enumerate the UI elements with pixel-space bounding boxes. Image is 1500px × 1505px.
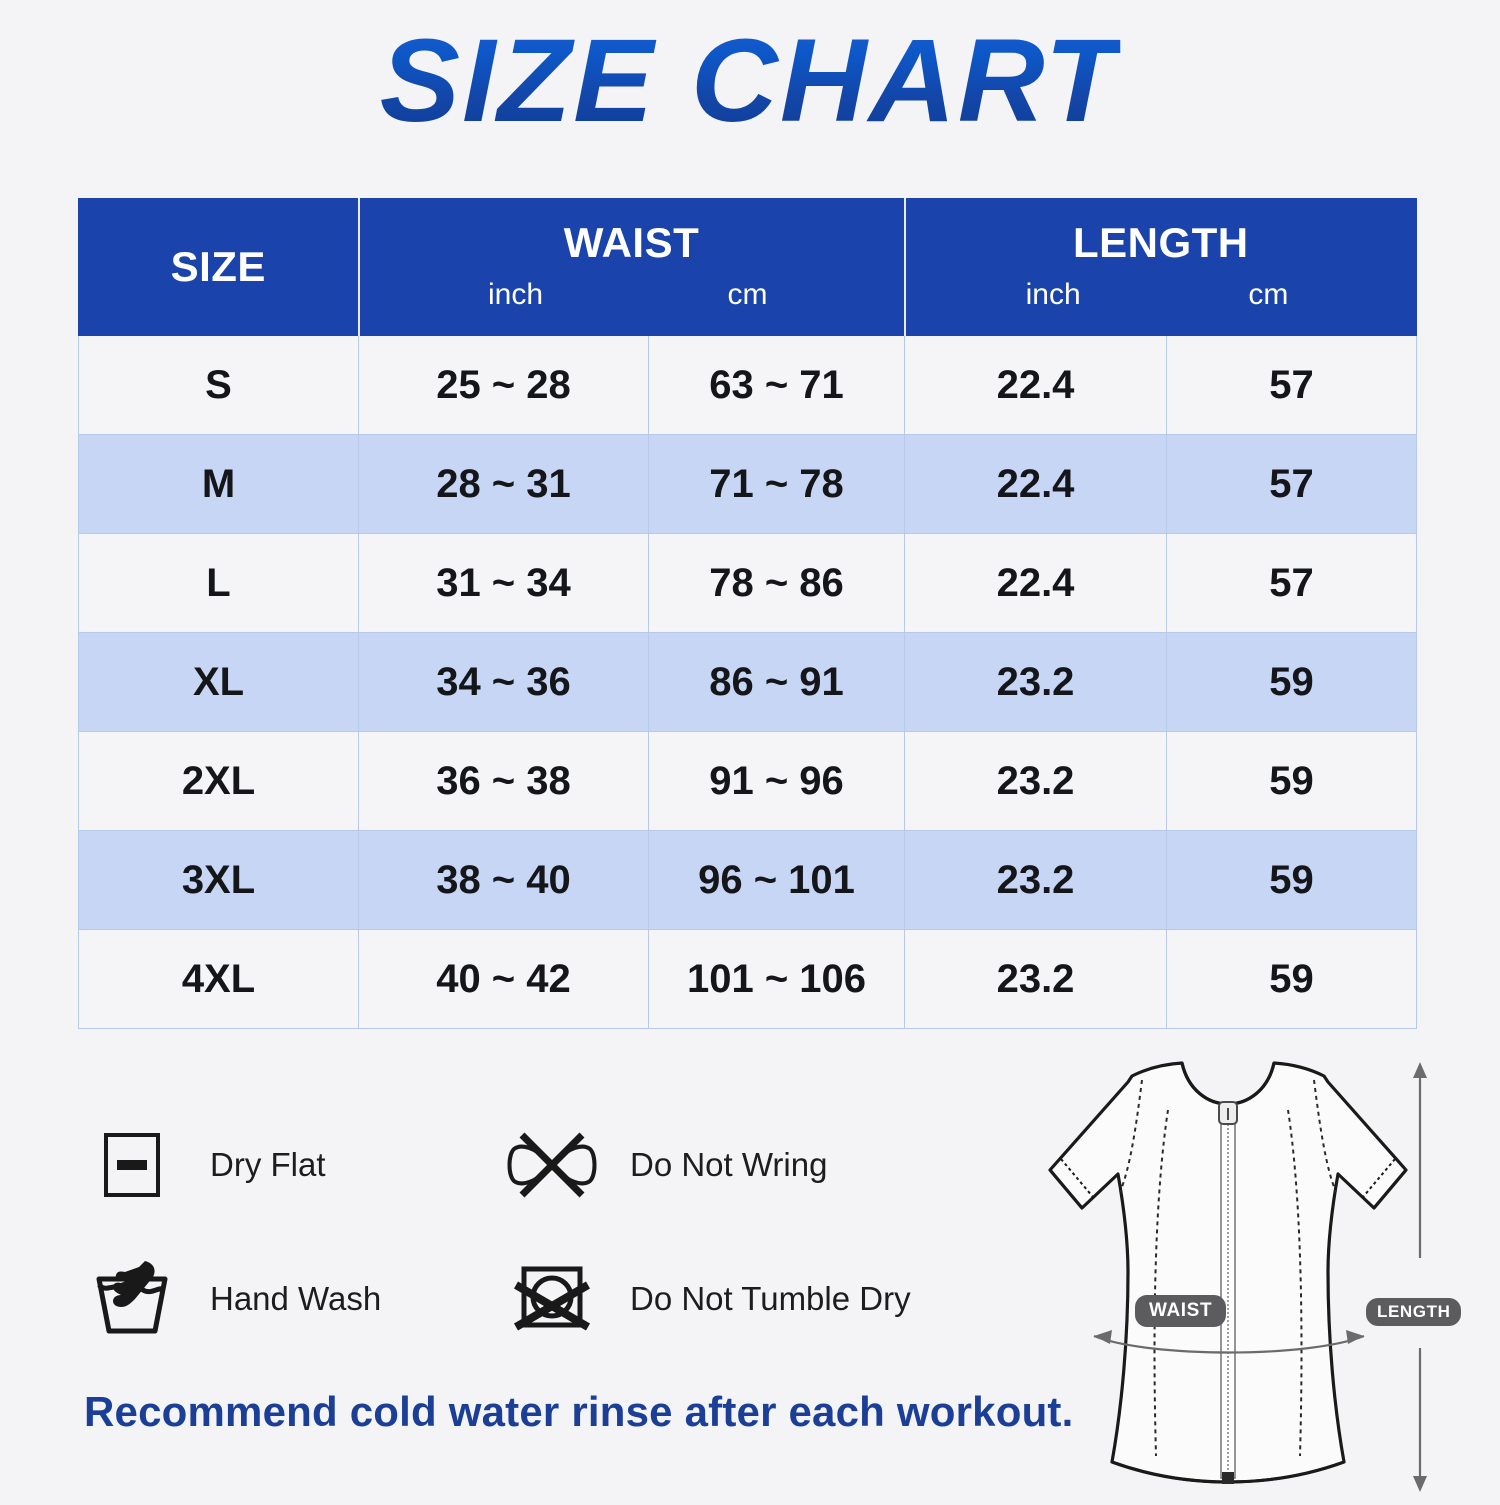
table-row: 4XL 40 ~ 42 101 ~ 106 23.2 59	[78, 929, 1418, 1029]
cell-length-inch: 22.4	[904, 335, 1168, 435]
cell-waist-cm: 96 ~ 101	[647, 830, 906, 930]
cell-size: 3XL	[78, 830, 359, 930]
cell-waist-inch: 31 ~ 34	[358, 533, 649, 633]
cell-waist-cm: 78 ~ 86	[647, 533, 906, 633]
header-length-cm: cm	[1248, 278, 1289, 311]
cell-waist-inch: 38 ~ 40	[358, 830, 649, 930]
table-row: 2XL 36 ~ 38 91 ~ 96 23.2 59	[78, 731, 1418, 831]
waist-measure-badge: WAIST	[1135, 1295, 1227, 1327]
care-row: Dry Flat Do Not Wring	[78, 1098, 978, 1232]
cell-length-inch: 22.4	[904, 533, 1168, 633]
cell-length-inch: 23.2	[904, 632, 1168, 732]
hand-wash-icon	[78, 1259, 186, 1339]
cell-length-cm: 59	[1166, 830, 1418, 930]
cell-waist-cm: 71 ~ 78	[647, 434, 906, 534]
header-length-inch: inch	[1025, 278, 1081, 311]
cell-length-cm: 57	[1166, 533, 1418, 633]
care-label-do-not-wring: Do Not Wring	[630, 1146, 828, 1183]
cell-length-inch: 23.2	[904, 731, 1168, 831]
do-not-wring-icon	[498, 1125, 606, 1205]
cell-size: L	[78, 533, 359, 633]
garment-diagram: WAIST LENGTH	[960, 1058, 1480, 1500]
header-length-label: LENGTH	[1072, 219, 1249, 266]
cell-length-cm: 59	[1166, 731, 1418, 831]
size-chart-table: SIZE WAIST inch cm LENGTH inch cm S 25 ~…	[78, 198, 1418, 1029]
table-body: S 25 ~ 28 63 ~ 71 22.4 57 M 28 ~ 31 71 ~…	[78, 335, 1418, 1029]
header-waist-cm: cm	[727, 278, 768, 311]
cell-length-cm: 59	[1166, 929, 1418, 1029]
table-row: M 28 ~ 31 71 ~ 78 22.4 57	[78, 434, 1418, 534]
length-measure-badge: LENGTH	[1366, 1298, 1462, 1326]
cell-waist-inch: 40 ~ 42	[358, 929, 649, 1029]
cell-length-cm: 57	[1166, 434, 1418, 534]
care-instructions: Dry Flat Do Not Wring Hand Was	[78, 1098, 978, 1366]
header-waist-inch: inch	[487, 278, 544, 311]
care-label-do-not-tumble-dry: Do Not Tumble Dry	[630, 1280, 911, 1317]
care-row: Hand Wash Do Not Tumble Dry	[78, 1232, 978, 1366]
header-length: LENGTH inch cm	[903, 198, 1418, 336]
table-header: SIZE WAIST inch cm LENGTH inch cm	[78, 198, 1418, 336]
cell-waist-inch: 36 ~ 38	[358, 731, 649, 831]
cell-waist-inch: 25 ~ 28	[358, 335, 649, 435]
cell-length-cm: 57	[1166, 335, 1418, 435]
care-note: Recommend cold water rinse after each wo…	[84, 1388, 1074, 1435]
care-item-hand-wash: Hand Wash	[78, 1259, 498, 1339]
care-item-do-not-wring: Do Not Wring	[498, 1125, 827, 1205]
care-label-dry-flat: Dry Flat	[210, 1146, 326, 1183]
do-not-tumble-dry-icon	[498, 1259, 606, 1339]
garment-illustration	[1048, 1061, 1427, 1492]
cell-size: S	[78, 335, 359, 435]
table-row: 3XL 38 ~ 40 96 ~ 101 23.2 59	[78, 830, 1418, 930]
header-waist-label: WAIST	[563, 219, 700, 266]
care-item-dry-flat: Dry Flat	[78, 1127, 498, 1203]
cell-length-inch: 23.2	[904, 830, 1168, 930]
cell-size: 2XL	[78, 731, 359, 831]
page-title-container: SIZE CHART	[0, 15, 1500, 147]
cell-waist-cm: 91 ~ 96	[647, 731, 906, 831]
cell-size: M	[78, 434, 359, 534]
header-size-label: SIZE	[170, 243, 266, 290]
cell-size: 4XL	[78, 929, 359, 1029]
table-row: XL 34 ~ 36 86 ~ 91 23.2 59	[78, 632, 1418, 732]
table-row: L 31 ~ 34 78 ~ 86 22.4 57	[78, 533, 1418, 633]
cell-length-inch: 22.4	[904, 434, 1168, 534]
cell-length-cm: 59	[1166, 632, 1418, 732]
page-title: SIZE CHART	[379, 15, 1121, 147]
table-row: S 25 ~ 28 63 ~ 71 22.4 57	[78, 335, 1418, 435]
header-size: SIZE	[78, 198, 359, 336]
header-waist: WAIST inch cm	[357, 198, 906, 336]
cell-waist-inch: 34 ~ 36	[358, 632, 649, 732]
care-label-hand-wash: Hand Wash	[210, 1280, 382, 1317]
cell-waist-cm: 63 ~ 71	[647, 335, 906, 435]
cell-waist-cm: 86 ~ 91	[647, 632, 906, 732]
dry-flat-icon	[78, 1127, 186, 1203]
cell-waist-cm: 101 ~ 106	[647, 929, 906, 1029]
cell-waist-inch: 28 ~ 31	[358, 434, 649, 534]
care-item-do-not-tumble-dry: Do Not Tumble Dry	[498, 1259, 911, 1339]
cell-size: XL	[78, 632, 359, 732]
cell-length-inch: 23.2	[904, 929, 1168, 1029]
